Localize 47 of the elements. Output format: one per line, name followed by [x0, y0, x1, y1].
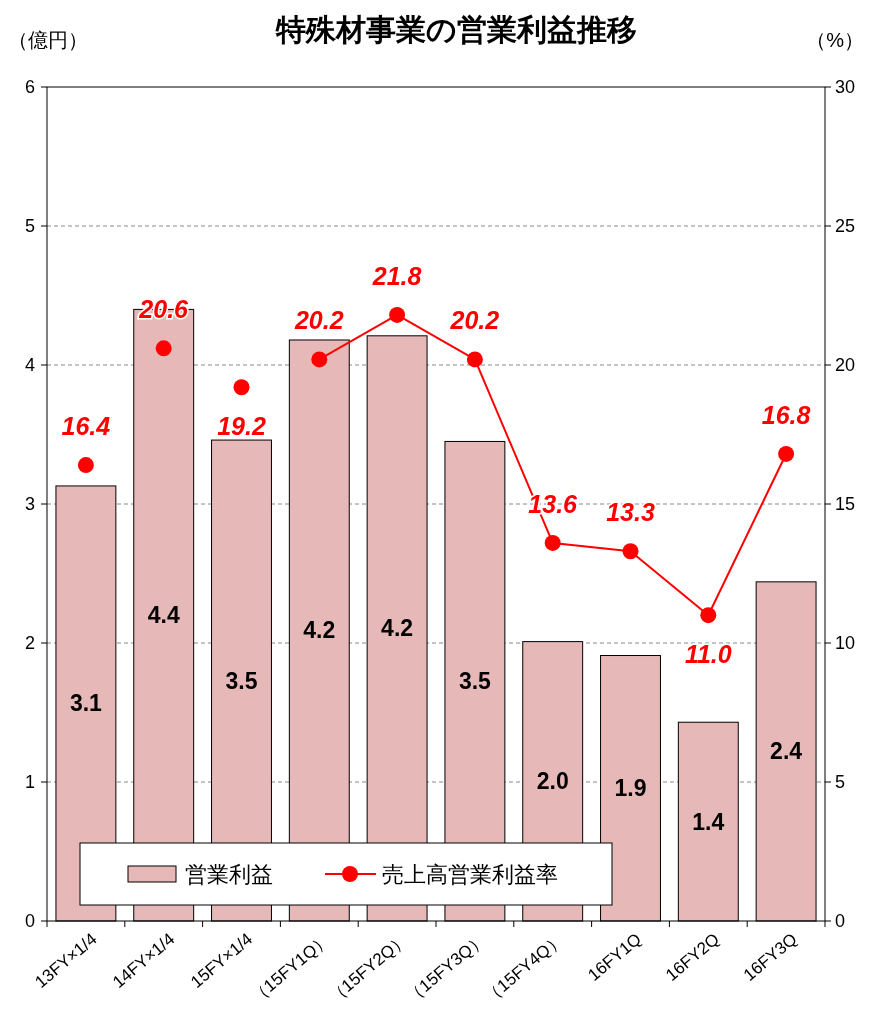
- data-label: 19.2: [217, 412, 266, 441]
- y2-tick-label: 0: [835, 911, 846, 931]
- data-label: 21.8: [371, 261, 422, 290]
- data-label: 4.2: [303, 617, 336, 644]
- point: [311, 351, 328, 368]
- y2-tick-label: 30: [835, 77, 856, 97]
- point: [77, 457, 94, 474]
- y-tick-label: 3: [24, 494, 35, 514]
- point: [778, 445, 795, 462]
- point: [544, 534, 561, 551]
- y-axis-title: （億円）: [8, 29, 88, 51]
- data-label: 16.4: [61, 412, 111, 441]
- y2-axis-title: （%）: [806, 29, 864, 51]
- point: [233, 379, 250, 396]
- y2-tick-label: 5: [835, 772, 846, 792]
- y-tick-label: 6: [24, 77, 35, 97]
- data-label: 3.1: [69, 690, 103, 717]
- chart-title: 特殊材事業の営業利益推移: [274, 13, 637, 46]
- data-label: 11.0: [684, 640, 732, 669]
- data-label: 3.5: [458, 668, 492, 695]
- data-label: 20.2: [449, 306, 500, 335]
- point: [389, 306, 406, 323]
- point: [155, 340, 172, 357]
- legend-label: 営業利益: [185, 862, 273, 887]
- data-label: 1.4: [692, 808, 725, 835]
- point: [622, 543, 639, 560]
- legend-label: 売上高営業利益率: [382, 862, 558, 887]
- data-label: 20.2: [293, 306, 344, 335]
- y-tick-label: 4: [24, 355, 35, 375]
- data-label: 16.8: [761, 400, 811, 429]
- data-label: 4.4: [147, 602, 180, 629]
- point: [466, 351, 483, 368]
- y2-tick-label: 20: [835, 355, 856, 375]
- y-tick-label: 1: [24, 772, 35, 792]
- y2-tick-label: 25: [835, 216, 856, 236]
- y-tick-label: 2: [24, 633, 35, 653]
- data-label: 1.9: [614, 775, 647, 802]
- data-label: 4.2: [381, 615, 414, 642]
- point: [700, 607, 717, 624]
- data-label: 2.4: [770, 738, 803, 765]
- y-tick-label: 5: [24, 216, 35, 236]
- y-tick-label: 0: [24, 911, 35, 931]
- y2-tick-label: 10: [835, 633, 856, 653]
- data-label: 3.5: [225, 667, 258, 694]
- data-label: 13.3: [606, 498, 655, 527]
- y2-tick-label: 15: [835, 494, 856, 514]
- data-label: 2.0: [536, 768, 569, 795]
